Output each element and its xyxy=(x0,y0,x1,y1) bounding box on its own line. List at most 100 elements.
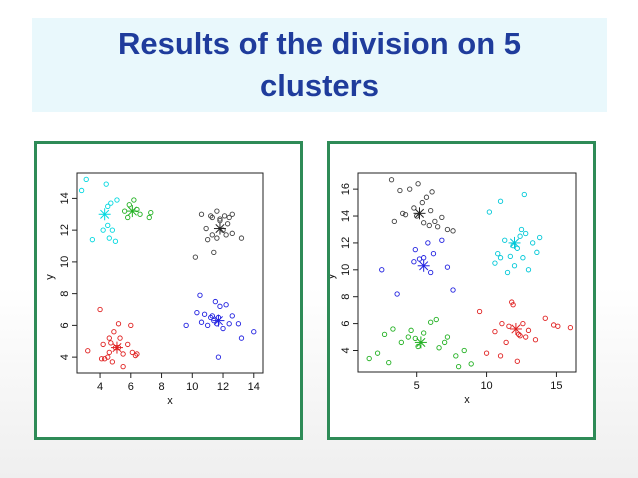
data-point xyxy=(114,197,120,203)
data-point xyxy=(217,303,223,309)
data-point xyxy=(209,313,215,319)
data-point xyxy=(402,212,409,218)
data-point xyxy=(483,350,490,356)
data-point xyxy=(198,211,205,217)
data-point xyxy=(507,253,513,260)
data-point xyxy=(497,353,504,359)
y-axis-label: y xyxy=(330,273,337,279)
data-point xyxy=(510,302,516,308)
data-point xyxy=(115,321,122,327)
cluster-centroid xyxy=(126,205,139,218)
y-tick-label: 14 xyxy=(59,192,71,204)
cluster-centroid xyxy=(414,336,427,349)
x-tick-label: 15 xyxy=(550,380,562,392)
data-point xyxy=(221,213,228,219)
x-tick-label: 12 xyxy=(217,381,229,393)
data-point xyxy=(128,322,134,329)
data-point xyxy=(408,327,414,333)
data-point xyxy=(400,210,406,216)
data-point xyxy=(411,205,417,211)
data-point xyxy=(229,313,235,319)
data-point xyxy=(388,177,395,183)
data-point xyxy=(223,302,229,308)
data-point xyxy=(432,218,438,225)
data-point xyxy=(502,237,508,243)
y-tick-label: 4 xyxy=(340,347,352,353)
x-tick-label: 5 xyxy=(414,380,420,392)
x-axis-label: x xyxy=(464,394,470,406)
y-tick-label: 12 xyxy=(59,224,71,236)
data-point xyxy=(105,354,111,360)
data-point xyxy=(105,222,111,229)
data-point xyxy=(436,345,442,351)
data-point xyxy=(183,322,189,329)
data-point xyxy=(425,240,431,246)
data-point xyxy=(100,227,106,233)
data-point xyxy=(428,319,434,325)
data-point xyxy=(525,327,532,333)
data-point xyxy=(125,214,131,221)
data-point xyxy=(415,343,421,350)
data-point xyxy=(129,349,135,356)
data-point xyxy=(495,251,501,257)
right-chart-panel: 5 10 15 4 6 8 10 12 14 16 x y xyxy=(327,141,596,440)
y-tick-label: 16 xyxy=(340,183,352,195)
data-point xyxy=(111,329,117,335)
data-point xyxy=(416,256,423,262)
data-point xyxy=(379,267,385,273)
data-point xyxy=(423,194,430,200)
data-point xyxy=(435,224,441,230)
cluster-centroid xyxy=(98,208,111,221)
data-point xyxy=(412,246,418,253)
data-point xyxy=(521,191,527,198)
data-point xyxy=(85,348,91,354)
data-point xyxy=(78,187,85,194)
data-point xyxy=(238,235,245,241)
data-point xyxy=(109,359,116,365)
data-point xyxy=(433,316,439,323)
data-point xyxy=(106,335,112,341)
data-point xyxy=(523,334,529,340)
data-point xyxy=(511,263,518,269)
data-point xyxy=(146,214,152,221)
data-point xyxy=(105,203,111,209)
data-point xyxy=(534,249,540,255)
data-point xyxy=(514,358,520,364)
data-point xyxy=(421,255,427,261)
x-tick-label: 8 xyxy=(158,381,164,393)
data-point xyxy=(229,230,235,236)
x-tick-label: 10 xyxy=(186,381,198,393)
data-point xyxy=(108,200,114,206)
data-point xyxy=(497,198,504,204)
data-point xyxy=(224,221,231,227)
data-point xyxy=(125,341,131,348)
data-point xyxy=(407,186,413,192)
data-point xyxy=(394,291,400,297)
data-point xyxy=(89,237,96,243)
right-scatter-plot: 5 10 15 4 6 8 10 12 14 16 x y xyxy=(330,172,577,406)
data-point xyxy=(523,230,529,237)
data-point xyxy=(226,321,232,327)
data-point xyxy=(235,321,242,327)
data-point xyxy=(444,334,451,340)
data-point xyxy=(209,232,215,238)
data-point xyxy=(220,325,226,332)
data-point xyxy=(517,233,523,239)
data-point xyxy=(455,363,462,370)
y-tick-label: 8 xyxy=(59,291,71,297)
cluster-centroid xyxy=(413,207,426,220)
data-point xyxy=(390,326,396,332)
data-point xyxy=(439,214,445,221)
data-point xyxy=(411,259,417,265)
data-point xyxy=(223,232,229,238)
y-tick-label: 4 xyxy=(59,354,71,360)
data-point xyxy=(205,237,211,243)
data-point xyxy=(100,341,106,348)
data-point xyxy=(530,240,536,246)
data-point xyxy=(426,222,432,229)
data-point xyxy=(415,181,421,187)
cluster-centroid xyxy=(213,222,226,235)
y-tick-label: 12 xyxy=(340,237,352,249)
data-point xyxy=(428,269,434,276)
data-point xyxy=(499,320,505,327)
